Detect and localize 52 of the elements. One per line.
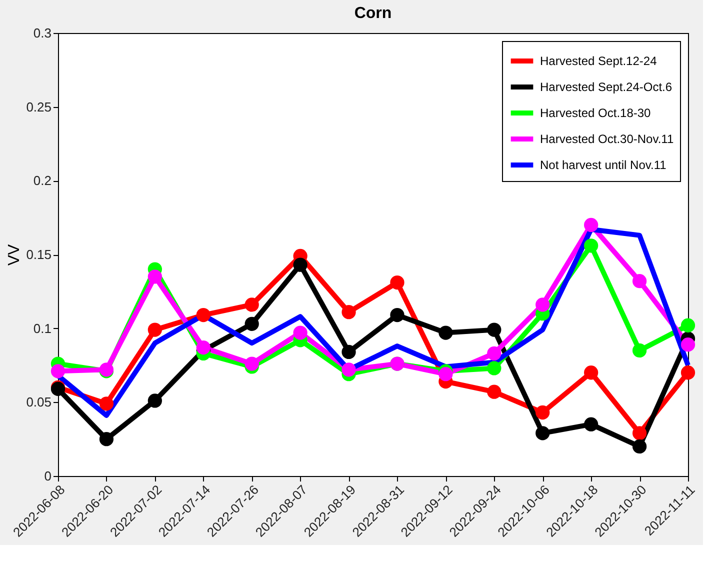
point <box>536 405 550 420</box>
point <box>487 322 502 337</box>
point <box>148 322 162 337</box>
point <box>148 270 162 284</box>
point <box>196 340 210 355</box>
point <box>293 258 308 272</box>
point <box>99 396 114 411</box>
y-tick-label: 0 <box>44 468 52 484</box>
point <box>148 394 162 408</box>
point <box>584 366 598 380</box>
legend-label: Not harvest until Nov.11 <box>540 158 667 172</box>
point <box>680 338 696 352</box>
point <box>390 308 404 322</box>
y-axis-title: VV <box>6 244 24 266</box>
point <box>438 326 453 340</box>
y-tick-label: 0.2 <box>33 173 52 188</box>
point <box>487 384 502 399</box>
point <box>244 356 259 371</box>
point <box>584 417 598 432</box>
y-tick-label: 0.1 <box>33 320 52 336</box>
point <box>196 308 210 322</box>
point <box>536 426 550 440</box>
point <box>536 298 550 312</box>
y-tick-label: 0.05 <box>26 394 52 410</box>
point <box>584 238 598 253</box>
point <box>632 439 647 454</box>
legend-label: Harvested Sept.12-24 <box>540 54 658 68</box>
point <box>342 362 356 377</box>
point <box>50 364 66 378</box>
point <box>487 346 502 360</box>
legend-label: Harvested Oct.18-30 <box>540 106 652 120</box>
legend-label: Harvested Oct.30-Nov.11 <box>540 132 674 146</box>
point <box>680 366 696 380</box>
point <box>487 361 502 376</box>
point <box>632 274 647 288</box>
point <box>293 326 308 340</box>
point <box>632 343 647 358</box>
point <box>342 344 356 360</box>
point <box>244 316 259 331</box>
point <box>244 298 259 312</box>
point <box>342 305 356 320</box>
point <box>632 426 647 440</box>
point <box>390 276 404 290</box>
y-tick-label: 0.3 <box>33 26 52 40</box>
point <box>99 432 114 446</box>
legend-label: Harvested Sept.24-Oct.6 <box>540 80 672 94</box>
point <box>438 367 453 382</box>
y-tick-label: 0.25 <box>26 99 52 114</box>
point <box>680 318 696 332</box>
y-tick-label: 0.15 <box>26 247 52 262</box>
point <box>584 218 598 232</box>
chart-title: Corn <box>354 5 392 22</box>
